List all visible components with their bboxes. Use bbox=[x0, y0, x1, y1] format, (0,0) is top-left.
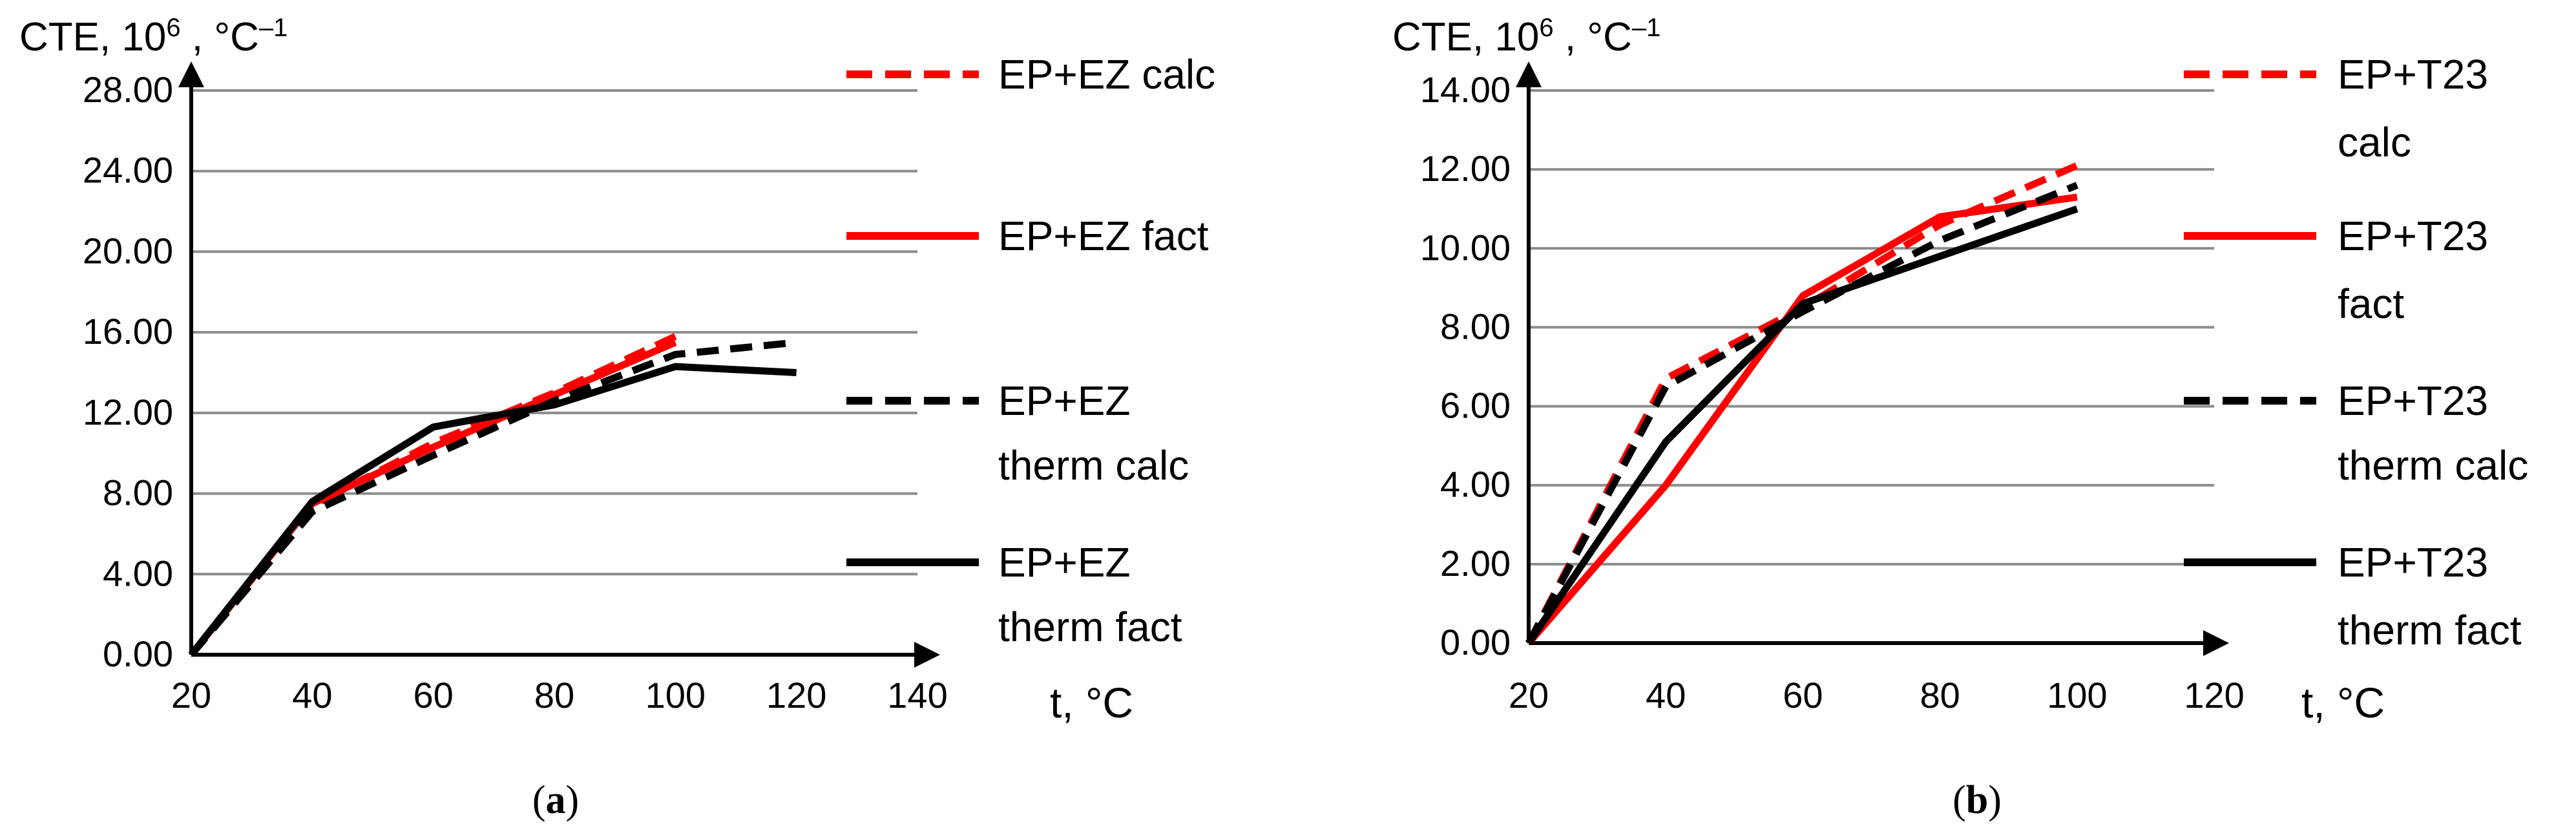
legend-label: therm calc bbox=[998, 442, 1189, 489]
x-tick-label: 20 bbox=[1509, 675, 1549, 715]
caption-paren: ) bbox=[1988, 778, 2002, 822]
y-axis-title-sup: 6 bbox=[166, 14, 180, 42]
series-line bbox=[1525, 206, 2079, 646]
x-axis-arrow bbox=[2203, 630, 2229, 656]
series-line bbox=[1525, 193, 2078, 646]
y-tick-label: 0.00 bbox=[1440, 622, 1511, 662]
panel-caption: (b) bbox=[1953, 778, 2002, 822]
x-tick-label: 60 bbox=[414, 675, 454, 715]
series-line bbox=[188, 363, 797, 657]
x-tick-label: 120 bbox=[2184, 675, 2244, 715]
y-tick-label: 24.00 bbox=[83, 150, 173, 191]
caption-paren: ( bbox=[1953, 778, 1966, 822]
x-tick-label: 120 bbox=[766, 675, 826, 715]
y-tick-label: 10.00 bbox=[1420, 227, 1511, 268]
y-tick-label: 20.00 bbox=[83, 230, 173, 271]
y-axis-title-sup: 6 bbox=[1539, 14, 1553, 42]
y-axis-title: CTE, 106 , °C–1 bbox=[1392, 14, 1660, 59]
legend-label: EP+EZ bbox=[998, 377, 1131, 424]
legend-label: fact bbox=[2338, 281, 2404, 327]
panel-a: 0.00 4.00 8.00 12.00 16.00 20.00 24.00 28.00 20 4… bbox=[19, 14, 1215, 822]
x-tick-label: 100 bbox=[645, 675, 706, 715]
x-tick-label: 100 bbox=[2047, 675, 2107, 715]
x-axis-title: t, °C bbox=[1050, 679, 1133, 726]
y-tick-label: 14.00 bbox=[1420, 69, 1511, 110]
x-tick-label: 60 bbox=[1783, 675, 1823, 715]
y-tick-label: 4.00 bbox=[1440, 464, 1511, 505]
y-tick-label: 28.00 bbox=[83, 69, 173, 110]
y-tick-label: 12.00 bbox=[1420, 148, 1511, 189]
legend-label: therm calc bbox=[2338, 442, 2528, 489]
y-tick-label: 8.00 bbox=[1440, 306, 1511, 346]
legend-label: therm fact bbox=[998, 604, 1182, 650]
series-line bbox=[188, 339, 797, 657]
legend-label: EP+T23 bbox=[2338, 377, 2488, 424]
y-tick-label: 2.00 bbox=[1440, 543, 1511, 584]
x-tick-label: 80 bbox=[1920, 675, 1960, 715]
legend-label: EP+EZ bbox=[998, 539, 1131, 586]
legend-label: EP+EZ fact bbox=[998, 213, 1209, 259]
y-axis-title-unit: , °C bbox=[1554, 15, 1632, 59]
y-axis-title-main: CTE, 10 bbox=[19, 15, 166, 59]
y-axis-title-sup: –1 bbox=[259, 14, 288, 42]
legend-label: calc bbox=[2338, 119, 2411, 165]
legend-label: EP+EZ calc bbox=[998, 51, 1215, 98]
x-axis-title: t, °C bbox=[2301, 679, 2385, 726]
caption-letter: b bbox=[1966, 778, 1988, 822]
y-axis-arrow bbox=[178, 61, 204, 87]
y-tick-label: 6.00 bbox=[1440, 385, 1511, 426]
x-tick-label: 20 bbox=[171, 675, 211, 715]
legend-label: EP+T23 bbox=[2338, 213, 2488, 259]
x-tick-label: 140 bbox=[887, 675, 947, 715]
caption-letter: a bbox=[546, 778, 566, 822]
panel-b: 0.00 2.00 4.00 6.00 8.00 10.00 12.00 14.00 20 40 6… bbox=[1392, 14, 2528, 822]
y-axis-arrow bbox=[1516, 61, 1542, 87]
panel-caption: (a) bbox=[532, 778, 579, 822]
y-axis-title-unit: , °C bbox=[181, 15, 259, 59]
y-axis-title-main: CTE, 10 bbox=[1392, 15, 1539, 59]
y-tick-label: 8.00 bbox=[103, 472, 173, 513]
caption-paren: ( bbox=[532, 778, 546, 822]
series-line bbox=[1525, 182, 2079, 645]
x-tick-label: 80 bbox=[534, 675, 574, 715]
legend-label: EP+T23 bbox=[2338, 539, 2488, 586]
caption-paren: ) bbox=[566, 778, 580, 822]
legend-label: therm fact bbox=[2338, 607, 2522, 653]
y-axis-title-sup: –1 bbox=[1632, 14, 1661, 42]
x-axis-arrow bbox=[914, 642, 940, 668]
y-axis-title: CTE, 106 , °C–1 bbox=[19, 14, 288, 59]
y-tick-label: 4.00 bbox=[103, 553, 173, 593]
x-tick-label: 40 bbox=[292, 675, 332, 715]
y-tick-label: 0.00 bbox=[103, 633, 173, 674]
y-tick-label: 12.00 bbox=[83, 392, 173, 432]
x-tick-label: 40 bbox=[1646, 675, 1686, 715]
legend-label: EP+T23 bbox=[2338, 51, 2488, 98]
y-tick-label: 16.00 bbox=[83, 311, 173, 352]
